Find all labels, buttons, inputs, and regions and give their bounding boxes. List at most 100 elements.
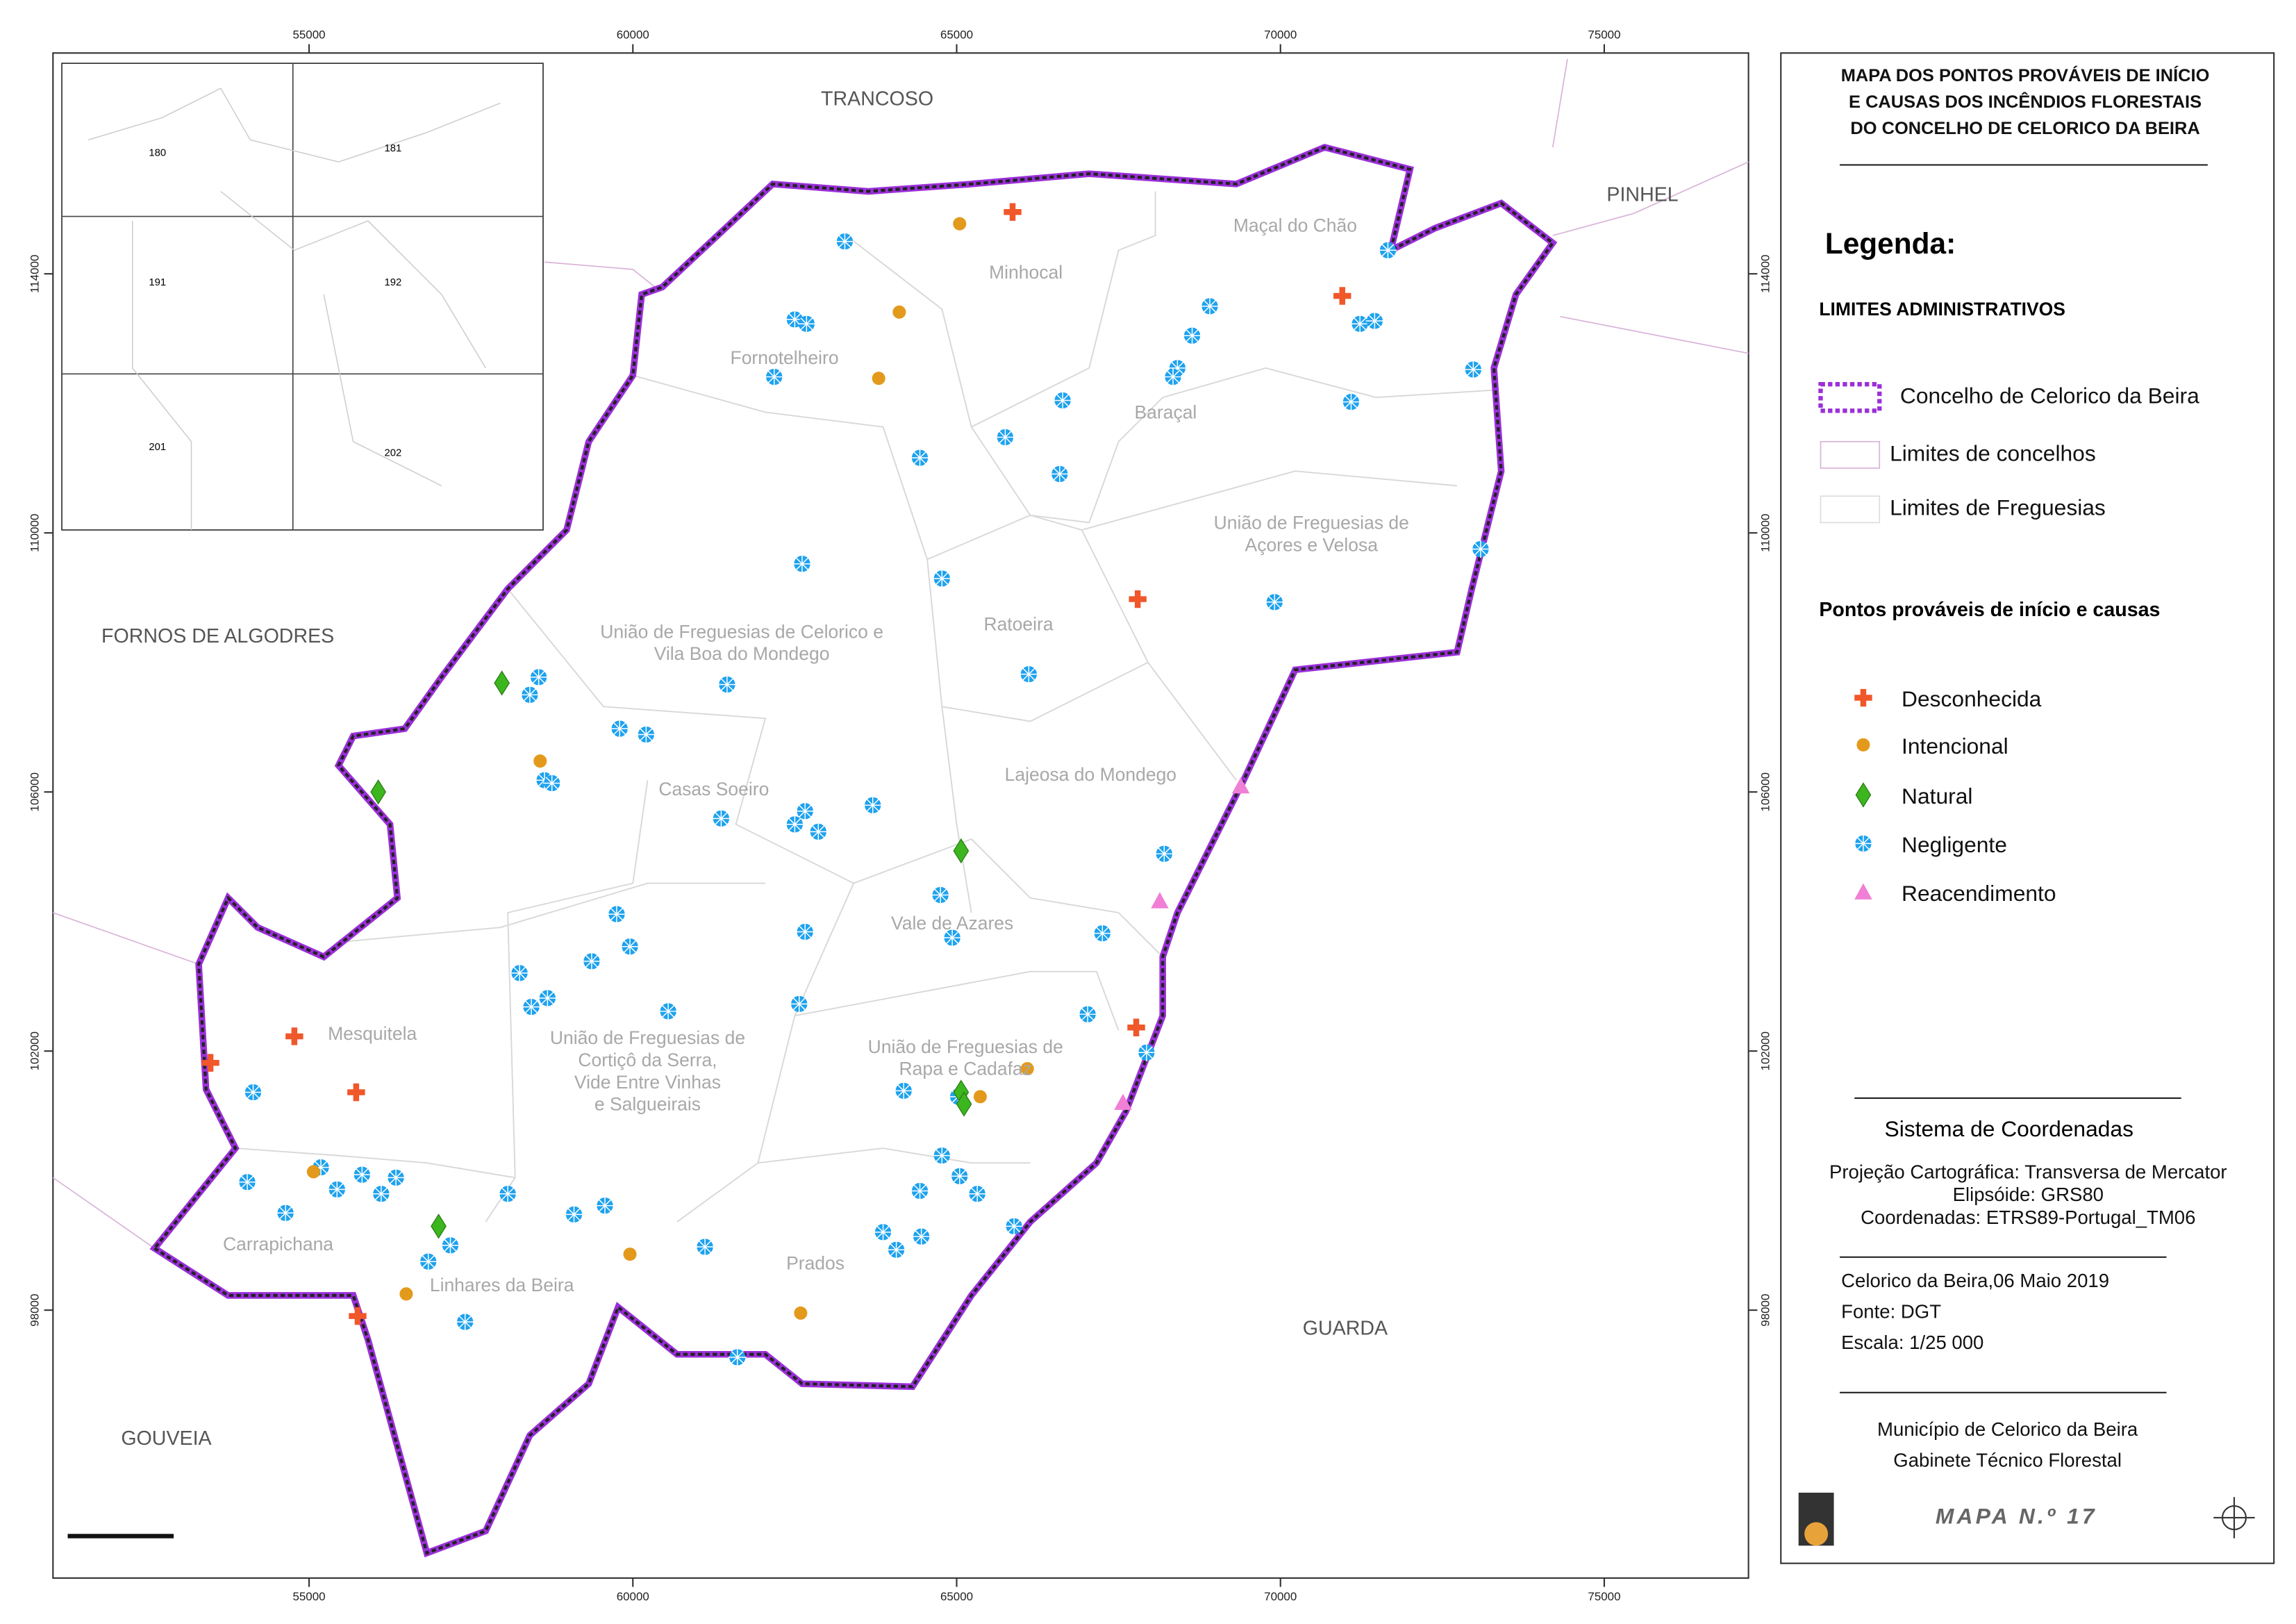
- limit: [544, 261, 656, 288]
- negligent-point: [521, 686, 539, 704]
- y-tick-label: 106000: [1759, 772, 1772, 812]
- inset-sheet-label: 180: [149, 147, 166, 158]
- negligent-rays: [933, 570, 951, 588]
- negligent-rays: [441, 1236, 460, 1254]
- compass-cross: [2213, 1497, 2255, 1539]
- negligent-rays: [387, 1168, 405, 1187]
- negligent-rays: [910, 449, 929, 467]
- negligent-rays: [1005, 1217, 1023, 1236]
- negligent-rays: [785, 815, 804, 834]
- legend-item: Limites de Freguesias: [1890, 495, 2106, 520]
- unknown-cause-point: [1854, 688, 1872, 707]
- intentional-point: [533, 754, 547, 768]
- negligent-point: [608, 905, 626, 923]
- negligent-point: [1464, 361, 1483, 379]
- legend-panel: [1780, 52, 2275, 1564]
- negligent-point: [796, 802, 814, 820]
- negligent-rays: [583, 952, 601, 970]
- negligent-rays: [521, 686, 539, 704]
- negligent-point: [1265, 593, 1283, 611]
- parish-label: União de Freguesias de Celorico e: [600, 621, 883, 642]
- negligent-point: [1342, 392, 1361, 411]
- parish-label: Ratoeira: [983, 614, 1053, 635]
- negligent-rays: [522, 997, 540, 1016]
- negligent-rays: [1351, 315, 1369, 333]
- negligent-rays: [696, 1238, 714, 1256]
- negligent-point: [912, 1227, 931, 1245]
- negligent-rays: [765, 367, 783, 386]
- map-title: E CAUSAS DOS INCÊNDIOS FLORESTAIS: [1849, 91, 2202, 112]
- negligent-rays: [608, 905, 626, 923]
- negligent-point: [1054, 391, 1072, 410]
- limit: [971, 191, 1156, 428]
- negligent-point: [529, 668, 548, 686]
- negligent-point: [1079, 1005, 1097, 1023]
- x-tick-label: 70000: [1264, 1590, 1297, 1603]
- negligent-rays: [510, 964, 529, 982]
- negligent-rays: [1342, 392, 1361, 411]
- negligent-point: [610, 720, 629, 738]
- negligent-rays: [797, 315, 816, 333]
- points: [201, 203, 1490, 1366]
- negligent-rays: [1093, 924, 1112, 943]
- negligent-point: [729, 1348, 747, 1366]
- negligent-rays: [895, 1082, 913, 1100]
- negligent-point: [659, 1002, 677, 1020]
- legend-item: Limites de concelhos: [1890, 440, 2096, 465]
- legend-heading: Legenda:: [1825, 227, 1956, 260]
- limit: [1552, 58, 1568, 148]
- negligent-rays: [996, 428, 1015, 447]
- negligent-rays: [1020, 665, 1038, 683]
- negligent-rays: [796, 922, 814, 941]
- negligent-rays: [785, 310, 804, 329]
- rekindling-point: [1151, 892, 1169, 909]
- negligent-rays: [372, 1185, 390, 1203]
- rekindling-point: [1854, 883, 1872, 900]
- negligent-point: [1138, 1043, 1156, 1061]
- negligent-point: [1093, 924, 1112, 943]
- negligent-point: [1365, 312, 1384, 330]
- rekindling-point: [1231, 777, 1250, 794]
- negligent-point: [328, 1180, 347, 1199]
- negligent-rays: [1472, 540, 1490, 558]
- legend-symbol: [1818, 381, 1882, 413]
- negligent-point: [1351, 315, 1369, 333]
- negligent-point: [542, 774, 561, 793]
- negligent-point: [1005, 1217, 1023, 1236]
- natural-point: [1855, 782, 1872, 808]
- negligent-point: [796, 922, 814, 941]
- negligent-point: [933, 1146, 951, 1165]
- negligent-point: [1051, 465, 1069, 483]
- negligent-point: [456, 1313, 474, 1331]
- negligent-point: [968, 1185, 986, 1203]
- negligent-point: [809, 822, 828, 841]
- negligent-point: [835, 232, 854, 251]
- negligent-point: [765, 367, 783, 386]
- natural-point: [953, 838, 970, 864]
- crs-line: Coordenadas: ETRS89-Portugal_TM06: [1861, 1207, 2195, 1228]
- negligent-rays: [863, 796, 882, 814]
- inset-sheet-label: 201: [149, 442, 166, 453]
- negligent-point: [238, 1173, 256, 1191]
- y-tick-label: 102000: [1759, 1031, 1772, 1071]
- negligent-rays: [1183, 326, 1201, 345]
- unknown-cause-point: [349, 1307, 367, 1325]
- parish-label: Minhocal: [989, 262, 1063, 283]
- limit: [1081, 470, 1458, 531]
- negligent-rays: [1464, 361, 1483, 379]
- intentional-point: [872, 372, 885, 386]
- parish-label: Vide Entre Vinhas: [574, 1072, 721, 1093]
- x-tick-label: 75000: [1588, 1590, 1620, 1603]
- negligent-point: [1854, 834, 1872, 853]
- negligent-point: [387, 1168, 405, 1187]
- negligent-rays: [1138, 1043, 1156, 1061]
- negligent-point: [637, 725, 656, 744]
- negligent-rays: [712, 809, 731, 828]
- negligent-rays: [1854, 834, 1872, 853]
- compass: [2213, 1497, 2255, 1539]
- negligent-rays: [1168, 359, 1187, 377]
- negligent-point: [785, 815, 804, 834]
- municipality-boundary-dash: [152, 145, 1555, 1555]
- meta-line: Fonte: DGT: [1841, 1301, 1941, 1323]
- negligent-rays: [887, 1241, 906, 1259]
